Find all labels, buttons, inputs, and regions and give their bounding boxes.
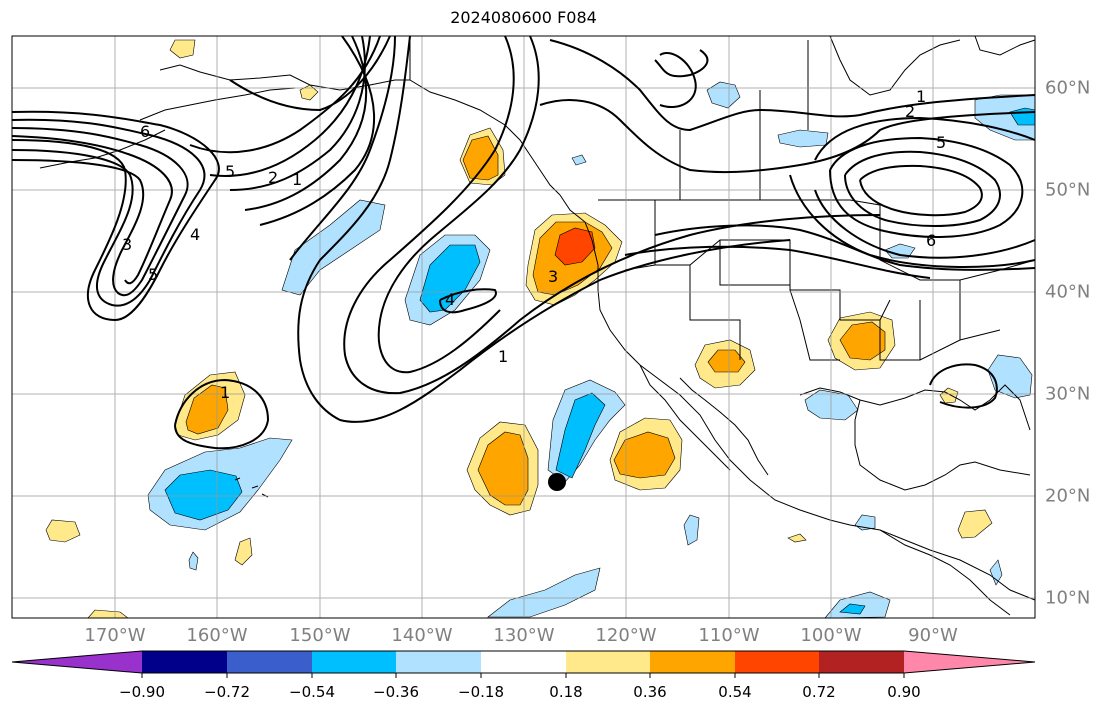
colorbar-tick-label: −0.18 [458, 683, 504, 701]
contour-label: 3 [548, 267, 558, 286]
contour-label: 1 [220, 383, 230, 402]
contour-lines [11, 35, 1036, 450]
contour-label: 1 [498, 347, 508, 366]
lat-label: 60°N [1045, 77, 1091, 99]
colorbar-swatch [227, 651, 312, 673]
contour-label: 5 [936, 133, 946, 152]
contour-label: 1 [292, 170, 302, 189]
lon-label: 110°W [698, 625, 760, 646]
contour-label: 2 [268, 168, 278, 187]
contour-label: 2 [905, 102, 915, 121]
lat-label: 20°N [1045, 485, 1091, 507]
contour-label: 6 [140, 122, 150, 141]
lon-label: 120°W [595, 625, 657, 646]
contour-label: 1 [916, 87, 926, 106]
colorbar-tick-label: 0.18 [549, 683, 583, 701]
colorbar-tick-label: 0.54 [718, 683, 752, 701]
contour-label: 5 [225, 162, 235, 181]
colorbar-tick-label: 0.72 [802, 683, 836, 701]
colorbar-tick-label: 0.36 [633, 683, 667, 701]
lat-label: 50°N [1045, 179, 1091, 201]
lon-label: 140°W [391, 625, 453, 646]
colorbar-swatch [566, 651, 650, 673]
colorbar-swatch [819, 651, 904, 673]
colorbar-swatch [735, 651, 819, 673]
lat-label: 30°N [1045, 383, 1091, 405]
colorbar-swatch [481, 651, 566, 673]
contour-label: 4 [445, 290, 455, 309]
colorbar-swatch [312, 651, 396, 673]
colorbar-swatch [650, 651, 735, 673]
contour-label: 4 [190, 225, 200, 244]
contour-label: 6 [926, 231, 936, 250]
colorbar-tick-label: −0.90 [119, 683, 165, 701]
colorbar-swatch [904, 651, 1035, 673]
lon-label: 160°W [186, 625, 248, 646]
colorbar-tick-label: −0.54 [289, 683, 335, 701]
colorbar-tick-label: −0.36 [373, 683, 419, 701]
contour-label-group: 6 5 2 1 4 3 5 2 1 5 6 4 3 1 1 [122, 87, 946, 402]
lon-label: 90°W [908, 625, 958, 646]
map-title: 2024080600 F084 [450, 8, 597, 27]
colorbar-swatch [396, 651, 481, 673]
colorbar-tick-label: −0.72 [204, 683, 250, 701]
location-marker [548, 473, 566, 491]
contour-label: 5 [148, 265, 158, 284]
lat-label: 10°N [1045, 587, 1091, 609]
colorbar-segments [11, 650, 1036, 678]
lon-label: 170°W [84, 625, 146, 646]
lon-label: 150°W [289, 625, 351, 646]
lon-label: 130°W [493, 625, 555, 646]
contour-label: 3 [122, 235, 132, 254]
lat-label: 40°N [1045, 281, 1091, 303]
colorbar-swatch [12, 651, 142, 673]
colorbar-swatch [142, 651, 227, 673]
colorbar [11, 650, 1036, 678]
colorbar-tick-label: 0.90 [887, 683, 921, 701]
lon-label: 100°W [800, 625, 862, 646]
